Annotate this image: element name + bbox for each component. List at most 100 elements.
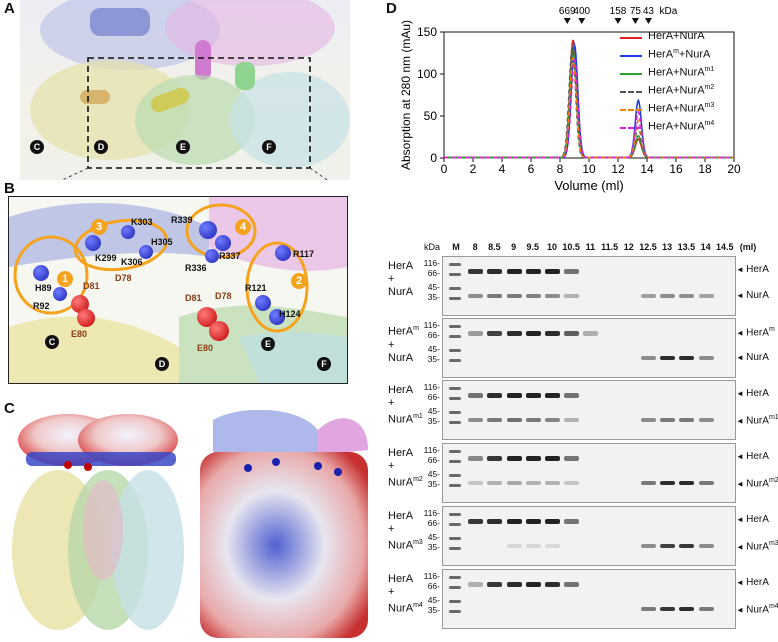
panel-a-structure: C D E F xyxy=(20,0,350,180)
site-3: 3 xyxy=(91,219,107,235)
herA-band xyxy=(525,269,541,274)
chain-label-b-f: F xyxy=(317,357,331,371)
marker-band xyxy=(449,474,461,477)
gel-band-label: ◄ NurAm3 xyxy=(736,540,778,553)
gel-band-label: ◄ NurAm1 xyxy=(736,414,778,427)
marker-band xyxy=(449,349,461,352)
herA-band xyxy=(525,331,541,336)
nurA-band xyxy=(545,418,560,422)
kda-label: kDa xyxy=(424,242,441,252)
herA-band xyxy=(487,456,503,461)
nurA-band xyxy=(506,481,522,485)
mw-marker-label: 66- xyxy=(427,455,440,465)
mw-marker-label: 66- xyxy=(427,330,440,340)
res-h89: H89 xyxy=(35,283,52,293)
nurA-band xyxy=(660,544,676,548)
nurA-band xyxy=(698,544,714,548)
chain-label-d: D xyxy=(94,140,108,154)
res-k303: K303 xyxy=(131,217,153,227)
size-marker-label: 400 xyxy=(573,6,590,17)
mw-marker-label: 45- xyxy=(427,344,440,354)
nurA-band xyxy=(698,607,714,611)
herA-band xyxy=(525,456,541,461)
herA-band xyxy=(506,456,522,461)
herA-band xyxy=(487,393,503,398)
chain-label-b-d: D xyxy=(155,357,169,371)
gel-sample-label: HerAm + NurA xyxy=(388,325,419,364)
lane-header: 9 xyxy=(511,242,517,252)
mw-marker-label: 45- xyxy=(427,595,440,605)
mw-marker-label: 35- xyxy=(427,292,440,302)
mw-marker-label: 116- xyxy=(423,445,440,455)
lane-header: 13.5 xyxy=(677,242,696,252)
panel-label-a: A xyxy=(4,0,15,17)
res-r339: R339 xyxy=(171,215,193,225)
mw-marker-label: 116- xyxy=(423,508,440,518)
nurA-band xyxy=(698,418,714,422)
chain-label-e: E xyxy=(176,140,190,154)
herA-band xyxy=(487,331,503,336)
x-tick-label: 4 xyxy=(499,162,506,176)
size-marker-arrow xyxy=(631,18,639,24)
gel-band-label: ◄ HerA xyxy=(736,388,769,399)
marker-band xyxy=(449,263,461,266)
size-marker-label: 158 xyxy=(610,6,627,17)
mw-marker-label: 35- xyxy=(427,416,440,426)
res-k299: K299 xyxy=(95,253,117,263)
gel-image xyxy=(442,256,736,316)
legend-entry-0: HerA+NurA xyxy=(648,30,705,42)
res-r337: R337 xyxy=(219,251,241,261)
legend-entry-5: HerA+NurAm4 xyxy=(648,120,715,133)
herA-band xyxy=(525,519,541,524)
res-d78-a: D78 xyxy=(115,273,132,283)
herA-band xyxy=(506,519,522,524)
mw-marker-label: 66- xyxy=(427,268,440,278)
nurA-band xyxy=(660,418,676,422)
res-d81-b: D81 xyxy=(185,293,202,303)
atom-r337 xyxy=(215,235,231,251)
marker-band xyxy=(449,411,461,414)
chain-label-c: C xyxy=(30,140,44,154)
chain-label-b-c: C xyxy=(45,335,59,349)
gel-band-label: ◄ HerAm xyxy=(736,326,775,339)
marker-band xyxy=(449,359,461,362)
atom-r339 xyxy=(199,221,217,239)
lane-header: 12 xyxy=(623,242,634,252)
atom-h305 xyxy=(139,245,153,259)
atom-d81-a xyxy=(71,295,89,313)
res-r92: R92 xyxy=(33,301,50,311)
nurA-band xyxy=(641,544,656,548)
panel-a-cartoon xyxy=(30,0,350,180)
lane-header: 13 xyxy=(662,242,673,252)
gel-band-label: ◄ NurA xyxy=(736,290,769,301)
nurA-band xyxy=(679,294,695,298)
x-tick-label: 6 xyxy=(528,162,535,176)
marker-band xyxy=(449,484,461,487)
nurA-band xyxy=(487,418,503,422)
marker-band xyxy=(449,397,461,400)
marker-band xyxy=(449,421,461,424)
nurA-band xyxy=(660,356,676,360)
lane-header: (ml) xyxy=(739,242,757,252)
legend-swatch-5 xyxy=(620,127,642,129)
nurA-band xyxy=(545,481,560,485)
x-axis-label: Volume (ml) xyxy=(554,178,623,193)
gel-image xyxy=(442,318,736,378)
nurA-band xyxy=(506,544,522,548)
lane-header: 12.5 xyxy=(639,242,657,252)
atom-e80-a xyxy=(77,309,95,327)
gel-image xyxy=(442,380,736,440)
nurA-band xyxy=(641,356,656,360)
nurA-band xyxy=(641,418,656,422)
site-2: 2 xyxy=(291,273,307,289)
mw-marker-label: 35- xyxy=(427,354,440,364)
nurA-band xyxy=(525,481,541,485)
lane-header: 11.5 xyxy=(601,242,619,252)
y-tick-label: 100 xyxy=(417,67,437,81)
nurA-band xyxy=(564,481,580,485)
herA-band xyxy=(564,393,580,398)
atom-r92 xyxy=(53,287,67,301)
gel-band-label: ◄ NurA xyxy=(736,352,769,363)
nurA-band xyxy=(564,418,580,422)
y-tick-label: 50 xyxy=(424,109,438,123)
